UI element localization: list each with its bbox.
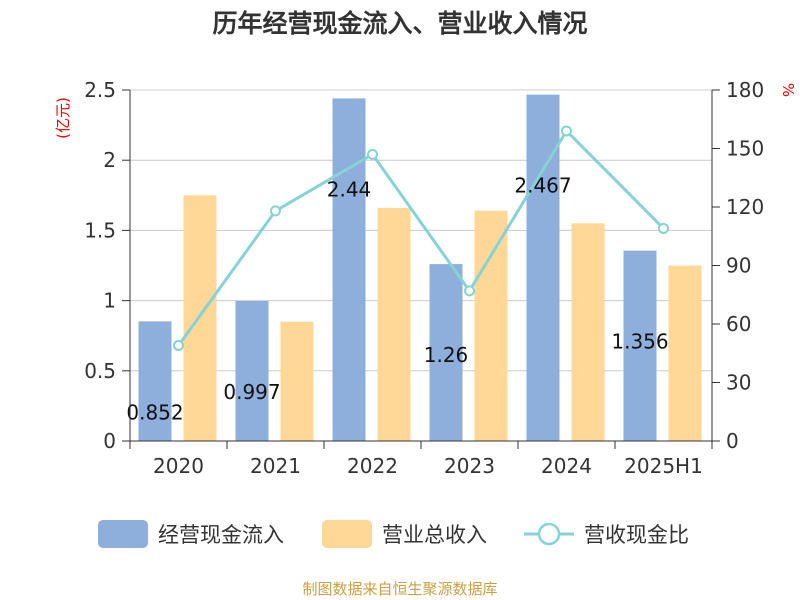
y-left-unit: (亿元) [54, 97, 72, 139]
cash-inflow-data-label: 1.26 [424, 343, 469, 367]
legend-label: 营业总收入 [382, 523, 487, 547]
ratio-line [177, 128, 665, 347]
y-right-tick-label: 30 [726, 371, 751, 395]
cash-inflow-bar [332, 98, 366, 441]
ratio-point [464, 285, 475, 297]
chart-title: 历年经营现金流入、营业收入情况 [212, 9, 587, 38]
cash-inflow-bar [623, 250, 657, 441]
revenue-bar [668, 265, 702, 441]
y-right-tick-label: 120 [726, 195, 764, 219]
cash-inflow-data-label: 1.356 [611, 330, 668, 354]
y-left-tick-label: 1.5 [84, 218, 116, 242]
cash-inflow-bar [429, 264, 463, 441]
cash-inflow-bar [235, 301, 269, 441]
y-right-unit: % [779, 83, 797, 97]
cash-inflow-data-label: 2.467 [514, 174, 571, 198]
line-series [173, 125, 669, 351]
y-right-tick-label: 90 [726, 254, 751, 278]
x-tick-label: 2023 [444, 454, 495, 478]
legend-swatch [98, 520, 148, 548]
y-left-tick-label: 0 [103, 429, 116, 453]
x-tick-label: 2020 [153, 454, 204, 478]
x-tick-label: 2022 [347, 454, 398, 478]
y-right-tick-label: 0 [726, 429, 739, 453]
legend-swatch [322, 520, 372, 548]
axes: 0 0.5 1 1.5 2 2.5 0 30 60 90 120 150 180 2020 2021 2022… [84, 78, 764, 478]
bars [138, 94, 702, 441]
cash-inflow-bar [526, 94, 560, 441]
y-left-tick-label: 2 [103, 148, 116, 172]
ratio-point [561, 125, 572, 137]
cash-inflow-data-label: 2.44 [327, 177, 372, 201]
revenue-bar [474, 210, 508, 441]
source-note: 制图数据来自恒生聚源数据库 [302, 580, 497, 598]
revenue-bar [280, 321, 314, 441]
x-tick-label: 2021 [250, 454, 301, 478]
ratio-point [658, 222, 669, 234]
cash-inflow-bar [138, 321, 172, 441]
y-left-tick-label: 2.5 [84, 78, 116, 102]
y-right-tick-label: 60 [726, 312, 751, 336]
ratio-point [367, 148, 378, 160]
x-tick-label: 2025H1 [624, 454, 703, 478]
y-right-tick-label: 150 [726, 137, 764, 161]
legend-label: 营收现金比 [584, 523, 689, 547]
y-left-tick-label: 1 [103, 289, 116, 313]
cash-inflow-data-label: 0.852 [126, 400, 183, 424]
x-tick-label: 2024 [541, 454, 592, 478]
y-left-tick-label: 0.5 [84, 359, 116, 383]
ratio-point [270, 205, 281, 217]
legend-marker [537, 522, 561, 546]
y-right-tick-label: 180 [726, 78, 764, 102]
cash-inflow-data-label: 0.997 [223, 380, 280, 404]
data-labels: 0.852 0.997 2.44 1.26 2.467 1.356 [126, 174, 668, 425]
legend-label: 经营现金流入 [158, 523, 284, 547]
revenue-bar [571, 223, 605, 441]
ratio-point [173, 339, 184, 351]
revenue-bar [377, 207, 411, 441]
legend: 经营现金流入 营业总收入 营收现金比 [98, 520, 689, 548]
